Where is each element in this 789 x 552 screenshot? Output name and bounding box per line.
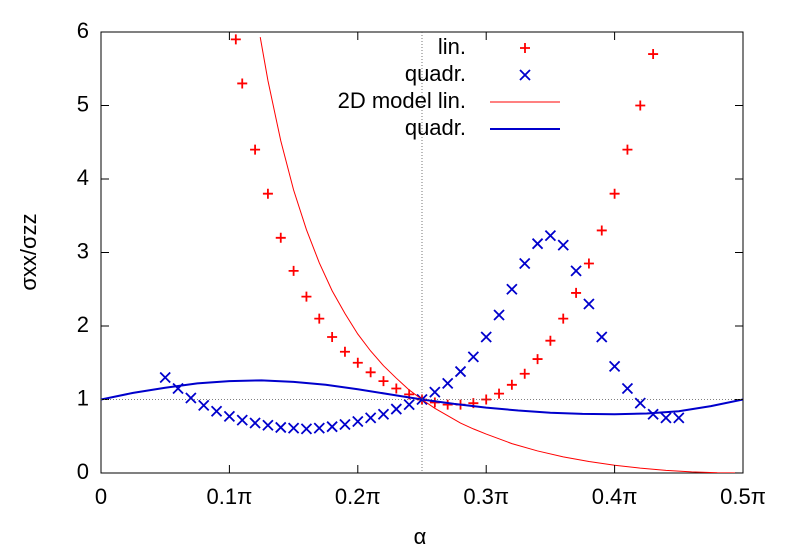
- y-tick-label: 6: [77, 18, 89, 43]
- point-marker: [454, 365, 467, 378]
- y-tick-label: 5: [77, 91, 89, 116]
- point-marker: [185, 392, 197, 404]
- y-tick-label: 3: [77, 238, 89, 263]
- x-tick-label: 0.3π: [463, 484, 509, 509]
- y-tick-label: 2: [77, 312, 89, 337]
- point-marker: [506, 379, 517, 390]
- point-marker: [262, 419, 274, 431]
- x-axis-label: α: [414, 524, 427, 549]
- point-marker: [403, 399, 415, 411]
- point-marker: [621, 382, 634, 395]
- y-tick-label: 0: [77, 459, 89, 484]
- point-marker: [236, 414, 248, 426]
- point-marker: [494, 388, 505, 399]
- point-marker: [442, 399, 453, 410]
- point-marker: [531, 238, 544, 250]
- point-marker: [596, 225, 607, 236]
- point-marker: [519, 368, 530, 379]
- point-marker: [314, 313, 325, 324]
- y-axis-label: σxx/σzz: [16, 213, 41, 290]
- point-marker: [339, 346, 350, 357]
- point-marker: [596, 331, 608, 343]
- point-marker: [519, 257, 531, 270]
- point-marker: [660, 412, 672, 424]
- point-marker: [647, 408, 659, 420]
- legend-label: quadr.: [405, 115, 466, 140]
- point-marker: [326, 421, 338, 433]
- point-marker: [609, 188, 620, 199]
- point-marker: [237, 78, 248, 89]
- point-marker: [365, 412, 377, 424]
- point-marker: [339, 418, 351, 431]
- point-marker: [493, 309, 505, 321]
- point-marker: [288, 265, 299, 276]
- y-tick-label: 1: [77, 385, 89, 410]
- point-marker: [634, 397, 646, 409]
- point-marker: [327, 332, 338, 343]
- point-marker: [648, 49, 659, 60]
- point-marker: [250, 144, 261, 155]
- point-marker: [545, 335, 556, 346]
- point-marker: [352, 357, 363, 368]
- point-marker: [571, 287, 582, 298]
- point-marker: [467, 351, 479, 363]
- data-line: [259, 37, 743, 473]
- point-marker: [608, 360, 621, 373]
- x-tick-label: 0.2π: [335, 484, 381, 509]
- point-marker: [673, 412, 685, 424]
- legend-label: 2D model lin.: [338, 88, 466, 113]
- point-marker: [365, 367, 376, 378]
- point-marker: [532, 354, 543, 365]
- point-marker: [230, 34, 241, 45]
- point-marker: [210, 405, 223, 417]
- point-marker: [557, 239, 569, 251]
- point-marker: [352, 415, 364, 428]
- legend-label: quadr.: [405, 61, 466, 86]
- point-marker: [287, 422, 300, 434]
- point-marker: [570, 265, 582, 277]
- point-marker: [635, 100, 646, 111]
- x-tick-label: 0.4π: [592, 484, 638, 509]
- point-marker: [159, 371, 171, 384]
- point-marker: [249, 417, 261, 429]
- point-marker: [583, 298, 595, 310]
- point-marker: [378, 376, 389, 387]
- point-marker: [391, 383, 402, 394]
- point-marker: [262, 188, 273, 199]
- point-marker: [300, 423, 313, 435]
- legend-marker: [519, 69, 531, 81]
- point-marker: [301, 291, 312, 302]
- point-marker: [480, 331, 492, 343]
- point-marker: [390, 403, 402, 415]
- point-marker: [429, 386, 441, 398]
- legend-marker: [520, 43, 530, 53]
- point-marker: [442, 377, 454, 389]
- point-marker: [275, 421, 287, 434]
- legend-label: lin.: [438, 34, 466, 59]
- point-marker: [223, 410, 236, 423]
- x-tick-label: 0: [95, 484, 107, 509]
- point-marker: [558, 313, 569, 324]
- point-marker: [544, 229, 557, 242]
- point-marker: [313, 422, 325, 434]
- point-marker: [622, 144, 633, 155]
- point-marker: [506, 283, 518, 295]
- y-tick-label: 4: [77, 165, 89, 190]
- x-tick-label: 0.5π: [720, 484, 766, 509]
- point-marker: [377, 408, 390, 420]
- point-marker: [198, 399, 210, 412]
- x-tick-label: 0.1π: [207, 484, 253, 509]
- point-marker: [583, 258, 594, 269]
- point-marker: [275, 232, 286, 243]
